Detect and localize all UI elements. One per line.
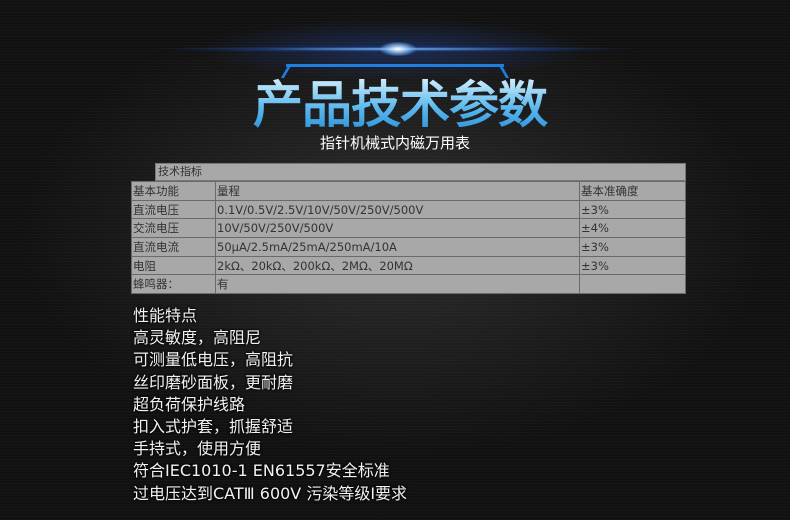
table-row: 直流电流 50μA/2.5mA/25mA/250mA/10A ±3% [131, 237, 686, 257]
feature-item: 可测量低电压，高阻抗 [133, 350, 294, 370]
column-header: 量程 [215, 181, 580, 201]
table-cell: 电阻 [131, 255, 216, 276]
page-subtitle: 指针机械式内磁万用表 [319, 134, 470, 152]
column-header: 基本功能 [131, 181, 216, 201]
feature-item: 高灵敏度，高阻尼 [133, 328, 262, 348]
feature-item: 过电压达到CATⅢ 600V 污染等级Ⅰ要求 [133, 483, 408, 503]
table-row: 交流电压 10V/50V/250V/500V ±4% [131, 218, 686, 239]
spec-caption: 技术指标 [155, 163, 686, 181]
table-cell: 直流电压 [131, 199, 216, 220]
column-header: 基本准确度 [579, 181, 686, 201]
table-header-row: 基本功能 量程 基本准确度 [131, 181, 686, 201]
table-cell: 2kΩ、20kΩ、200kΩ、2MΩ、20MΩ [215, 255, 580, 276]
feature-heading: 性能特点 [133, 306, 198, 325]
title-bracket [286, 64, 504, 76]
table-cell: 蜂鸣器： [131, 274, 216, 295]
table-cell: 10V/50V/250V/500V [215, 218, 580, 239]
lens-flare-center [380, 42, 416, 56]
table-cell: 直流电流 [131, 237, 216, 257]
table-cell: 0.1V/0.5V/2.5V/10V/50V/250V/500V [215, 199, 580, 220]
page-title: 产品技术参数 [250, 76, 550, 134]
spec-table: 基本功能 量程 基本准确度 直流电压 0.1V/0.5V/2.5V/10V/50V… [131, 181, 686, 295]
table-row: 电阻 2kΩ、20kΩ、200kΩ、2MΩ、20MΩ ±3% [131, 255, 686, 276]
table-cell: 有 [215, 274, 580, 295]
table-row: 直流电压 0.1V/0.5V/2.5V/10V/50V/250V/500V ±3% [131, 199, 686, 220]
table-cell: 50μA/2.5mA/25mA/250mA/10A [215, 237, 580, 257]
table-cell: ±3% [579, 237, 686, 257]
table-cell: ±3% [579, 255, 686, 276]
feature-list: 性能特点 高灵敏度，高阻尼 可测量低电压，高阻抗 丝印磨砂面板，更耐磨 超负荷保… [133, 305, 407, 505]
feature-item: 丝印磨砂面板，更耐磨 [133, 372, 294, 392]
table-cell [579, 274, 686, 295]
feature-item: 扣入式护套，抓握舒适 [133, 417, 294, 437]
feature-item: 手持式，使用方便 [133, 439, 262, 459]
table-cell: ±3% [579, 199, 686, 220]
table-row: 蜂鸣器：有 [131, 274, 686, 295]
table-cell: 交流电压 [131, 218, 216, 239]
feature-item: 超负荷保护线路 [133, 394, 246, 414]
feature-item: 符合IEC1010-1 EN61557安全标准 [133, 461, 390, 481]
table-cell: ±4% [579, 218, 686, 239]
